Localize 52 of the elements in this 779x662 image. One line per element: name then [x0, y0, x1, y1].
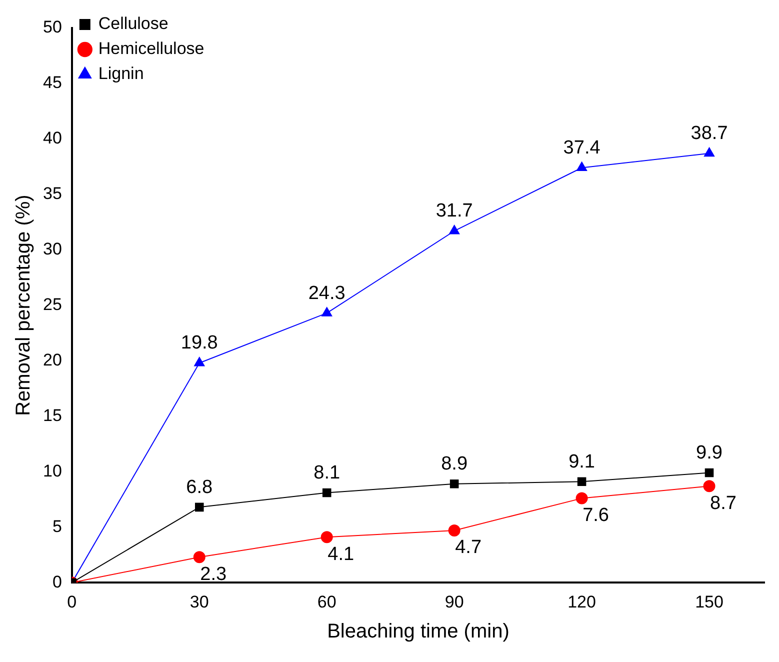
point [704, 147, 715, 157]
data-label: 6.8 [186, 476, 213, 498]
data-label: 2.3 [200, 564, 227, 585]
x-tick-label: 120 [568, 592, 596, 612]
point [194, 502, 204, 512]
point [193, 551, 206, 564]
y-tick-label: 30 [42, 240, 62, 259]
y-tick-label: 5 [52, 516, 62, 536]
x-tick-label: 90 [444, 592, 464, 612]
data-label: 8.7 [710, 492, 736, 514]
y-tick-label: 10 [42, 461, 62, 480]
y-tick-label: 35 [42, 184, 62, 204]
y-tick-label: 20 [42, 350, 62, 370]
point [577, 477, 586, 486]
data-label: 31.7 [436, 200, 473, 222]
x-tick-label: 150 [695, 592, 724, 612]
data-label: 37.4 [563, 137, 601, 158]
point [322, 307, 332, 316]
data-label: 9.1 [568, 451, 596, 472]
y-tick-label: 40 [42, 128, 62, 148]
point [194, 356, 205, 366]
point [322, 488, 332, 498]
x-axis-title: Bleaching time (min) [327, 620, 510, 643]
data-label: 24.3 [308, 282, 346, 304]
point [320, 531, 333, 544]
point [576, 492, 588, 504]
y-tick-label: 45 [42, 73, 62, 92]
y-tick-label: 15 [42, 406, 62, 425]
data-label: 4.1 [328, 544, 354, 565]
data-label: 7.6 [582, 505, 610, 526]
y-axis-title: Removal percentage (%) [12, 194, 35, 416]
y-tick-label: 25 [42, 294, 62, 314]
point [576, 162, 588, 172]
data-label: 4.7 [455, 537, 482, 558]
point [703, 480, 716, 492]
x-tick-label: 0 [67, 592, 77, 612]
y-tick-label: 0 [52, 572, 62, 592]
data-label: 8.9 [441, 454, 468, 475]
x-tick-label: 30 [190, 592, 209, 612]
point [448, 524, 460, 536]
point [449, 224, 460, 234]
data-label: 9.9 [696, 442, 722, 464]
point [450, 479, 459, 488]
point [704, 468, 714, 478]
y-tick-label: 50 [42, 18, 62, 37]
data-label: 19.8 [180, 332, 218, 354]
legend-label: Hemicellulose [98, 39, 204, 58]
data-label: 8.1 [314, 462, 340, 484]
legend-label: Cellulose [98, 14, 168, 34]
data-label: 38.7 [690, 123, 728, 144]
legend-label: Lignin [98, 64, 144, 84]
x-tick-label: 60 [317, 592, 336, 612]
